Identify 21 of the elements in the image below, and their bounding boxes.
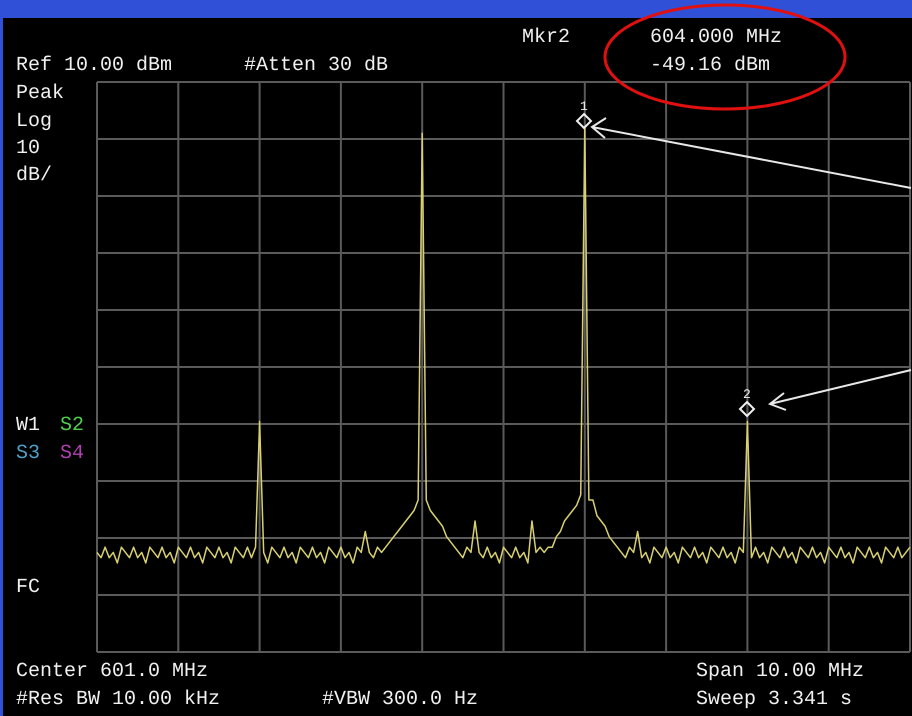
text: Mkr2 <box>522 26 570 49</box>
text: W1 <box>16 414 40 437</box>
text: dB/ <box>16 164 52 187</box>
text: Ref 10.00 dBm <box>16 54 172 77</box>
text: #VBW 300.0 Hz <box>322 688 478 711</box>
text: Center 601.0 MHz <box>16 660 208 683</box>
text: 1 <box>580 99 588 114</box>
text: Span 10.00 MHz <box>696 660 864 683</box>
text: -49.16 dBm <box>650 54 770 77</box>
text: S2 <box>60 414 84 437</box>
text: Log <box>16 110 52 133</box>
text: 10 <box>16 137 40 160</box>
annotation: 2 <box>743 387 751 402</box>
text: 604.000 MHz <box>650 26 782 49</box>
text: Sweep 3.341 s <box>696 688 852 711</box>
text: #Res BW 10.00 kHz <box>16 688 220 711</box>
text: Peak <box>16 82 64 105</box>
text: S3 <box>16 442 40 465</box>
text: #Atten 30 dB <box>244 54 388 77</box>
text: FC <box>16 576 40 599</box>
text: S4 <box>60 442 84 465</box>
